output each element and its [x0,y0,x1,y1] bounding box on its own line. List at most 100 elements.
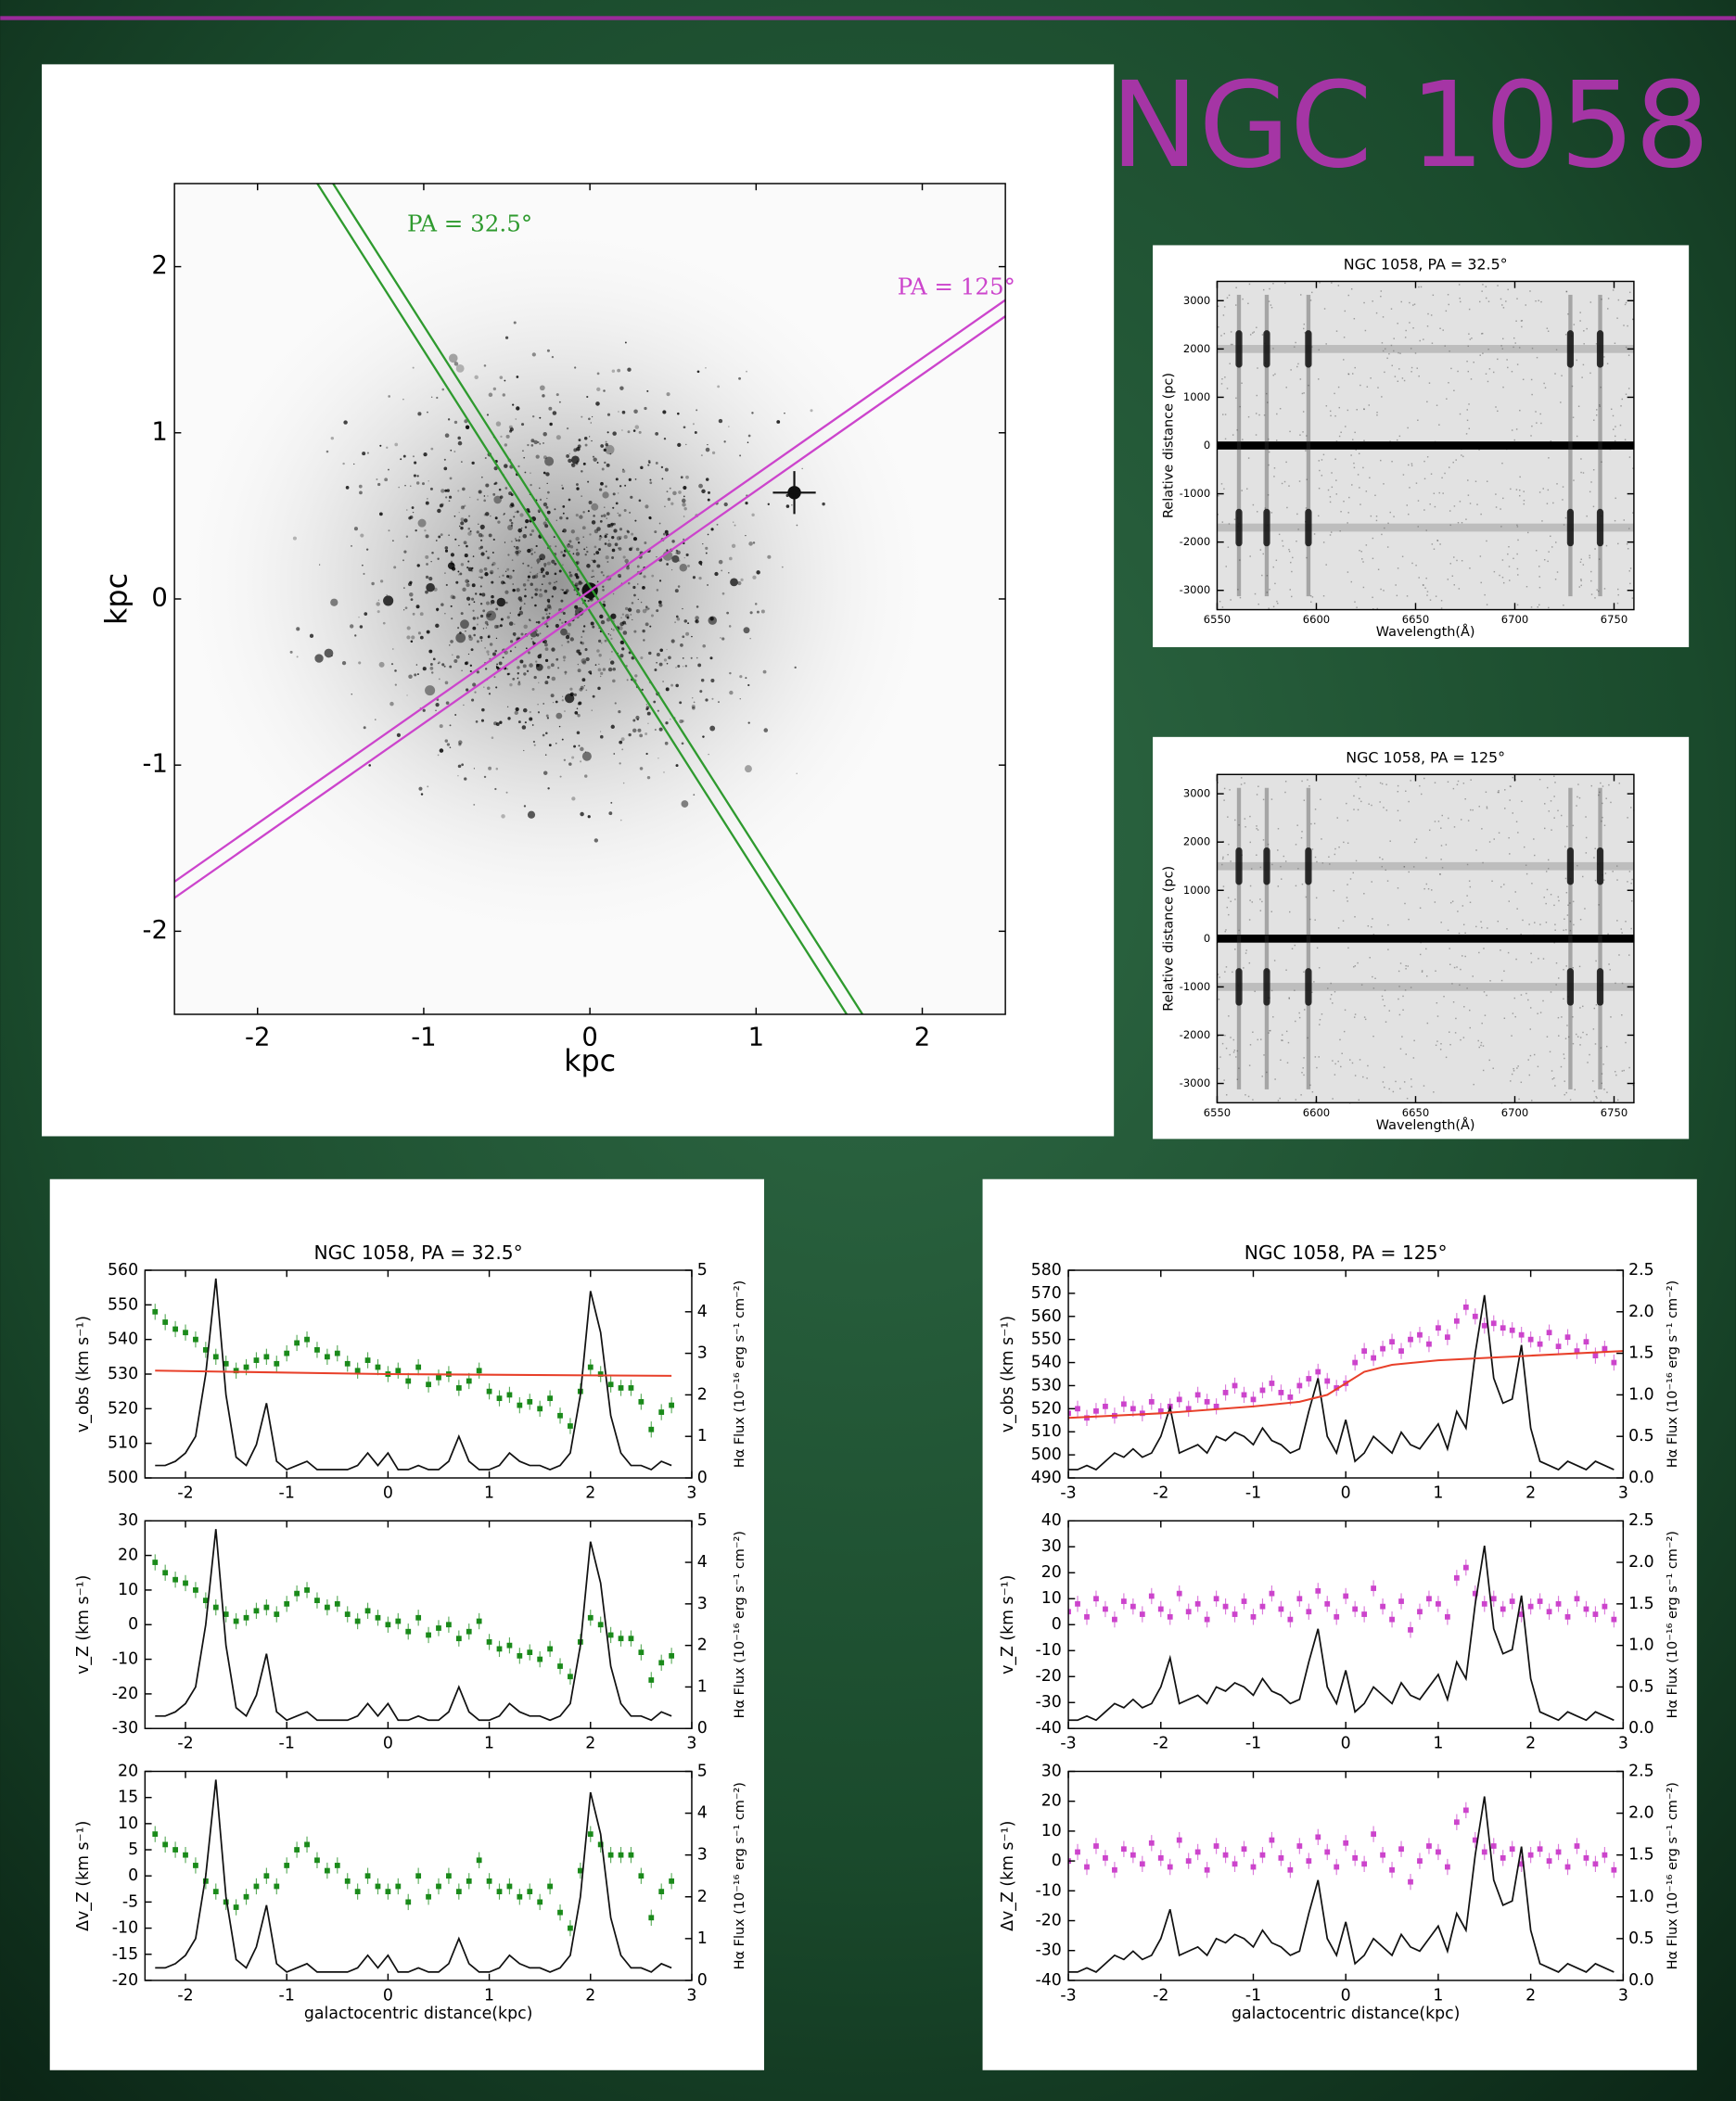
x-tick-label: 6600 [1303,613,1330,626]
point [1444,1864,1450,1870]
galaxy-speck [438,535,441,539]
galaxy-speck [670,639,675,643]
noise [1380,588,1382,591]
noise [1425,857,1427,859]
noise [1247,1095,1250,1098]
point [446,1622,452,1628]
point [1334,1864,1340,1870]
galaxy-speck [663,438,667,440]
point [1472,1837,1478,1843]
point [1269,1590,1275,1597]
galaxy-speck [414,673,417,677]
noise [1573,923,1575,926]
galaxy-speck [682,607,683,610]
noise [1382,1081,1385,1083]
galaxy-speck [523,672,527,676]
slit-label: PA = 125° [898,273,1015,299]
galaxy-speck [629,511,632,514]
noise [1343,359,1345,361]
galaxy-speck [612,431,617,436]
y2-tick-label: 1.5 [1628,1846,1654,1865]
galaxy-speck [642,608,647,614]
noise [1511,1073,1513,1076]
galaxy-speck [467,527,471,530]
galaxy-speck [386,594,388,596]
noise [1531,393,1533,396]
galaxy-speck [551,595,554,598]
noise [1371,804,1372,807]
noise [1555,961,1558,964]
noise [1281,1034,1283,1036]
galaxy-speck [481,707,485,712]
noise [1377,568,1380,570]
noise [1590,481,1592,483]
point [1453,1574,1460,1581]
point [486,1878,492,1884]
galaxy-speck [492,387,497,391]
noise [1440,922,1442,923]
noise [1428,829,1431,832]
galaxy-speck [604,639,607,643]
point [436,1883,441,1890]
galaxy-speck [517,677,519,680]
galaxy-speck [426,582,435,592]
galaxy-speck [461,669,463,671]
galaxy-speck [692,706,696,710]
noise [1628,354,1630,356]
point [597,1841,604,1848]
noise [1410,371,1412,373]
galaxy-speck [546,482,548,485]
noise [1217,514,1219,516]
y-tick-label: 0 [128,1615,138,1634]
noise [1332,1060,1334,1062]
x-tick-label: 1 [1433,1735,1443,1753]
galaxy-speck [591,520,596,525]
galaxy-speck [396,732,402,737]
noise [1220,383,1223,385]
y-tick-label: -40 [1036,1971,1062,1990]
noise [1275,559,1278,562]
noise [1551,1078,1554,1080]
noise [1497,920,1500,923]
galaxy-speck [458,574,460,576]
galaxy-speck [532,740,536,744]
galaxy-speck [666,648,668,651]
galaxy-speck [445,496,448,499]
galaxy-speck [592,625,595,629]
point [1361,1348,1368,1355]
band [1217,934,1634,943]
galaxy-speck [360,533,364,538]
point [1398,1598,1404,1604]
point [1068,1410,1071,1417]
x-tick-label: -1 [279,1735,295,1753]
point [1611,1359,1617,1366]
galaxy-speck [516,406,520,411]
noise [1628,1066,1630,1069]
galaxy-speck [700,679,705,682]
galaxy-speck [488,766,492,770]
noise [1321,1013,1323,1015]
noise [1578,796,1581,799]
point [294,1590,300,1597]
galaxy-speck [513,516,516,518]
y-tick-label: 30 [1041,1762,1062,1780]
galaxy-speck [677,412,680,415]
noise [1586,327,1588,330]
noise [1270,989,1273,992]
galaxy-speck [577,663,580,666]
galaxy-speck [658,603,663,607]
noise [1565,290,1568,293]
noise [1616,317,1618,319]
galaxy-speck [458,512,460,514]
galaxy-speck [594,838,599,843]
galaxy-speck [640,656,644,660]
galaxy-speck [510,524,514,527]
galaxy-speck [463,541,467,545]
noise [1255,413,1257,414]
galaxy-speck [471,461,475,465]
noise [1514,342,1516,344]
point [1574,1348,1580,1355]
galaxy-speck [391,648,394,650]
noise [1334,990,1336,993]
galaxy-speck [717,385,721,388]
